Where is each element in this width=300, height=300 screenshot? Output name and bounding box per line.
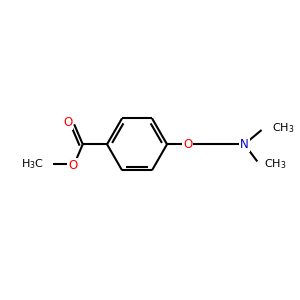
Text: O: O xyxy=(68,159,77,172)
Text: CH$_3$: CH$_3$ xyxy=(272,122,295,136)
Text: CH$_3$: CH$_3$ xyxy=(264,157,287,171)
Text: O: O xyxy=(63,116,73,129)
Text: O: O xyxy=(183,138,192,151)
Text: H$_3$C: H$_3$C xyxy=(21,158,44,171)
Text: N: N xyxy=(240,138,249,151)
